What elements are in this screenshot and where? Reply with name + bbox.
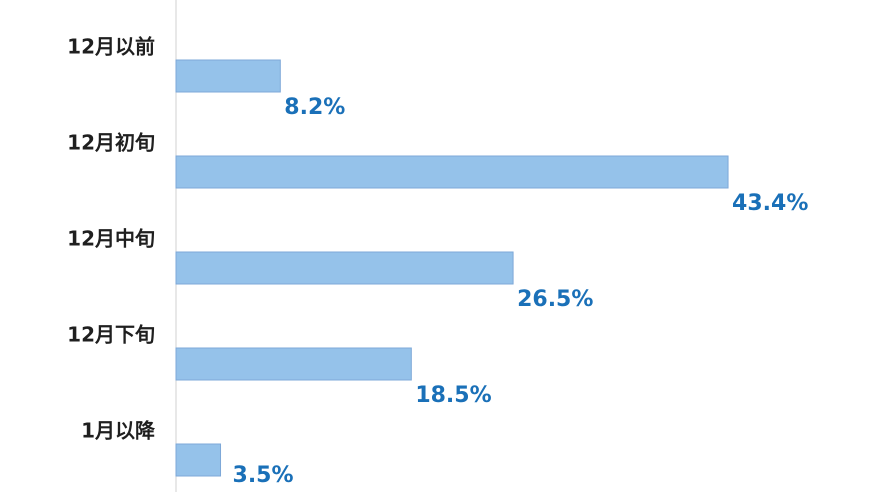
bar <box>175 347 412 381</box>
value-label: 18.5% <box>415 383 491 408</box>
category-label: 12月以前 <box>67 35 155 59</box>
value-label: 26.5% <box>517 287 593 312</box>
value-label: 8.2% <box>284 95 345 120</box>
category-label: 12月初旬 <box>67 131 155 155</box>
category-label: 1月以降 <box>81 419 156 443</box>
bar <box>175 251 514 285</box>
bar <box>175 443 222 477</box>
bar <box>175 59 281 93</box>
bar <box>175 155 729 189</box>
category-label: 12月下旬 <box>67 323 155 347</box>
value-label: 3.5% <box>233 463 294 488</box>
category-label: 12月中旬 <box>67 227 155 251</box>
value-label: 43.4% <box>732 191 808 216</box>
